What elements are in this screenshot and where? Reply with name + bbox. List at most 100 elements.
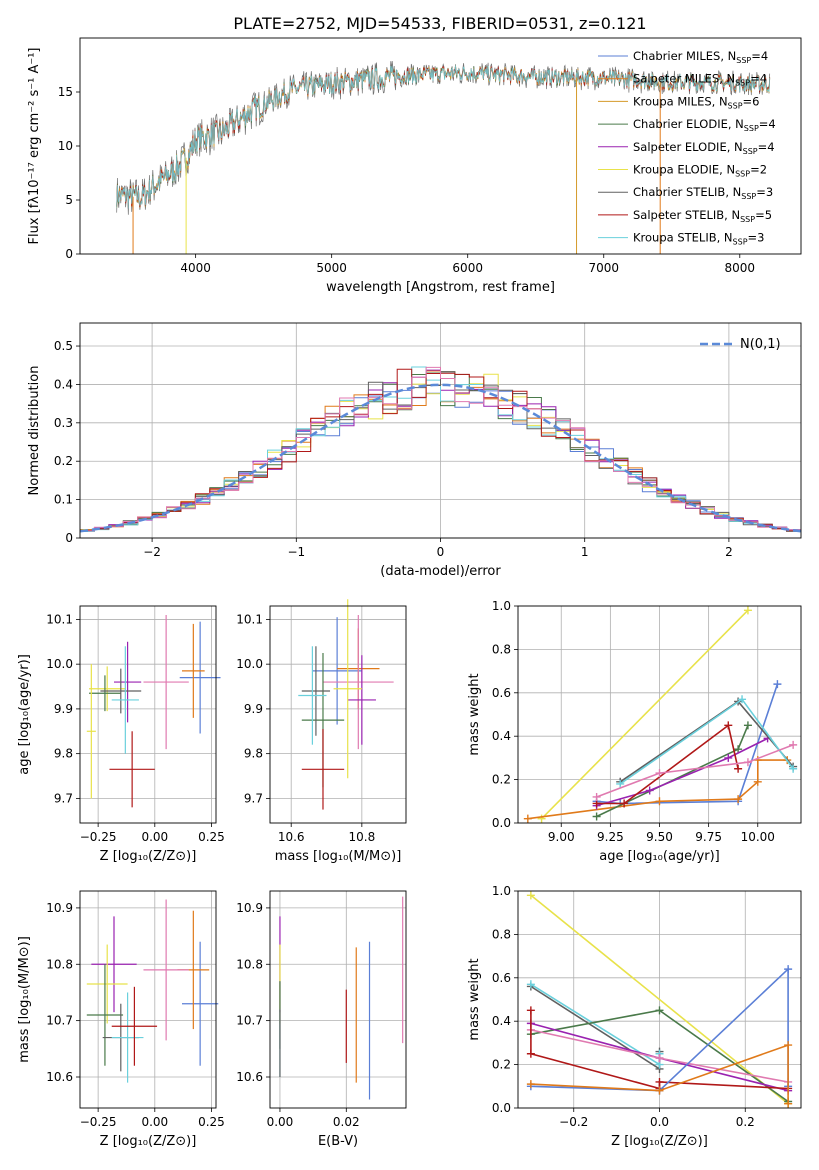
y-tick-label: 0.5 [54,339,73,353]
legend-label: Kroupa ELODIE, NSSP=2 [633,163,767,179]
y-tick-label: 9.8 [244,747,263,761]
weight-marker [734,745,743,754]
weight-marker [526,1080,535,1089]
x-tick-label: 0.0 [650,1115,669,1129]
weight-line [530,1043,789,1104]
y-tick-label: 0 [65,247,73,261]
weight-line [530,967,789,1092]
legend-label: Kroupa MILES, NSSP=6 [633,94,759,110]
x-tick-label: 0.2 [736,1115,755,1129]
x-axis-label: Z [log₁₀(Z/Z⊙)] [611,1134,708,1149]
y-tick-label: 9.7 [244,791,263,805]
weight-marker [655,769,664,778]
x-axis-label: (data-model)/error [380,564,501,579]
y-tick-label: 0.4 [492,1014,511,1028]
weight-marker [724,721,733,730]
weight-marker [734,795,743,804]
y-tick-label: 0.6 [492,971,511,985]
x-tick-label: −2 [143,545,161,559]
weight-line [596,683,779,805]
y-axis-label: Flux [fλ10⁻¹⁷ erg cm⁻² s⁻¹ A⁻¹] [27,48,42,245]
gaussian-curve [79,383,802,533]
y-tick-label: 0.4 [54,377,73,391]
y-tick-label: 10.7 [46,1014,73,1028]
weight-marker [743,606,752,615]
y-tick-label: 0.2 [492,773,511,787]
weight-marker [655,1006,664,1015]
legend-label: Salpeter MILES, NSSP=4 [633,72,767,88]
y-tick-label: 1.0 [492,599,511,613]
y-tick-label: 10.8 [236,957,263,971]
figure-title: PLATE=2752, MJD=54533, FIBERID=0531, z=0… [233,14,646,33]
axes-frame [517,890,802,1109]
weight-line [527,759,788,820]
x-tick-label: 9.00 [548,830,575,844]
weight-line [530,985,661,1071]
x-axis-label: Z [log₁₀(Z/Z⊙)] [100,849,197,864]
weight-marker [523,814,532,823]
x-tick-label: −0.25 [80,1115,117,1129]
y-tick-label: 0.1 [54,493,73,507]
legend-label: N(0,1) [740,337,781,352]
y-axis-label: age [log₁₀(age/yr)] [17,654,32,775]
x-axis-label: wavelength [Angstrom, rest frame] [326,280,555,295]
y-tick-label: 5 [65,193,73,207]
x-tick-label: 10.00 [741,830,775,844]
y-tick-label: 10.7 [236,1014,263,1028]
weight-marker [724,753,733,762]
axes-frame [79,890,217,1109]
legend-label: Chabrier ELODIE, NSSP=4 [633,117,776,133]
y-tick-label: 15 [58,85,73,99]
y-tick-label: 1.0 [492,884,511,898]
legend-label: Salpeter STELIB, NSSP=5 [633,208,772,224]
x-tick-label: 2 [725,545,733,559]
weight-marker [645,786,654,795]
y-tick-label: 9.8 [54,747,73,761]
x-tick-label: −1 [287,545,305,559]
x-tick-label: 9.25 [597,830,624,844]
weight-marker [655,797,664,806]
y-tick-label: 0.6 [492,686,511,700]
weight-marker [753,777,762,786]
y-tick-label: 0.8 [492,927,511,941]
y-tick-label: 10.1 [236,612,263,626]
x-tick-label: 0.00 [141,830,168,844]
y-tick-label: 9.9 [54,702,73,716]
x-axis-label: Z [log₁₀(Z/Z⊙)] [100,1134,197,1149]
y-tick-label: 10.8 [46,957,73,971]
x-tick-label: 4000 [180,261,211,275]
weight-marker [655,1077,664,1086]
weight-marker [789,740,798,749]
x-tick-label: 9.75 [695,830,722,844]
y-tick-label: 0 [65,531,73,545]
y-axis-label: mass [log₁₀(M/M⊙)] [17,936,32,1063]
y-tick-label: 0.0 [492,1101,511,1115]
y-tick-label: 10.6 [46,1070,73,1084]
axes-frame [79,605,217,824]
y-tick-label: 10.0 [46,657,73,671]
y-tick-label: 9.7 [54,791,73,805]
x-tick-label: 0.25 [198,830,225,844]
y-tick-label: 0.4 [492,729,511,743]
x-tick-label: 10.8 [348,830,375,844]
histogram-step [80,366,801,532]
x-tick-label: 0.00 [267,1115,294,1129]
weight-marker [655,1086,664,1095]
histogram-step [80,366,801,532]
weight-marker [773,680,782,689]
weight-marker [743,758,752,767]
weight-marker [734,764,743,773]
weight-marker [526,891,535,900]
x-axis-label: age [log₁₀(age/yr)] [599,849,720,864]
weight-marker [784,965,793,974]
x-tick-label: 5000 [316,261,347,275]
y-tick-label: 10.0 [236,657,263,671]
weight-line [596,724,739,805]
y-tick-label: 0.2 [54,454,73,468]
legend-label: Chabrier MILES, NSSP=4 [633,49,768,65]
x-tick-label: 0 [437,545,445,559]
y-tick-label: 9.9 [244,702,263,716]
weight-line [530,894,789,1105]
